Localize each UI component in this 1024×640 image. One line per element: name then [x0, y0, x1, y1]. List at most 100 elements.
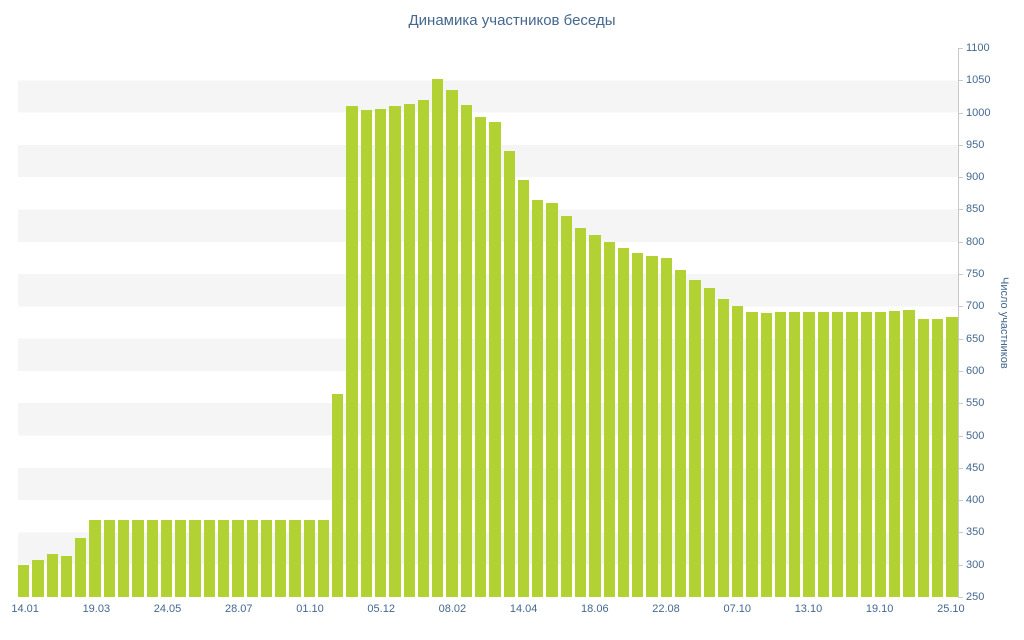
- bar: [189, 519, 201, 597]
- bar: [117, 519, 130, 597]
- x-axis-label: 14.04: [509, 603, 538, 615]
- plot-area: [18, 48, 958, 597]
- x-axis-label: 19.03: [82, 603, 111, 615]
- x-axis-label: 13.10: [794, 603, 823, 615]
- bar: [89, 519, 101, 597]
- bar: [332, 393, 344, 597]
- bar: [132, 519, 144, 597]
- bar: [432, 79, 444, 597]
- bar: [660, 257, 672, 597]
- y-axis-tick: [958, 209, 963, 211]
- bar: [260, 519, 273, 597]
- y-axis-tick: [958, 370, 963, 372]
- y-axis-label: 350: [966, 526, 985, 539]
- bar: [203, 519, 215, 597]
- y-axis-tick: [958, 241, 963, 243]
- y-axis-tick: [958, 532, 963, 534]
- bar: [746, 311, 758, 597]
- bar: [289, 519, 301, 597]
- x-axis-label: 22.08: [652, 603, 680, 615]
- bar: [589, 235, 601, 597]
- y-axis-tick: [958, 338, 963, 340]
- x-axis-label: 28.07: [224, 603, 253, 615]
- y-axis-label: 250: [966, 591, 985, 603]
- bar: [560, 215, 572, 597]
- x-axis-label: 19.10: [865, 603, 894, 615]
- bar: [103, 519, 115, 597]
- bar: [532, 199, 544, 597]
- x-axis-label: 25.10: [937, 603, 965, 615]
- y-axis-label: 600: [966, 364, 985, 377]
- y-axis-label: 1000: [966, 106, 991, 119]
- bar: [60, 556, 73, 597]
- bar: [860, 311, 872, 597]
- y-axis-tick: [958, 274, 963, 276]
- bar: [375, 108, 387, 597]
- bar: [917, 318, 929, 597]
- bar: [803, 311, 815, 597]
- bar: [617, 248, 630, 597]
- y-axis-label: 800: [966, 235, 985, 248]
- x-axis-label: 01.10: [296, 603, 324, 615]
- y-axis-label: 500: [966, 429, 985, 442]
- y-axis-tick: [958, 467, 963, 469]
- bar: [774, 312, 787, 597]
- y-axis-tick: [958, 80, 963, 82]
- bar: [717, 298, 730, 597]
- bar: [946, 316, 958, 597]
- bar: [832, 311, 844, 597]
- y-axis-title: Число участников: [998, 276, 1010, 369]
- x-axis-label: 18.06: [581, 603, 609, 615]
- bar: [517, 180, 530, 597]
- bar: [389, 106, 401, 597]
- y-axis-label: 1050: [966, 74, 991, 87]
- bar: [817, 311, 830, 597]
- bar: [160, 519, 173, 597]
- y-axis-label: 550: [966, 397, 985, 410]
- bar: [317, 519, 330, 597]
- x-axis-label: 14.01: [11, 603, 39, 615]
- bar: [232, 519, 244, 597]
- y-axis-label: 1100: [966, 42, 990, 54]
- bar: [789, 312, 801, 597]
- bar: [546, 203, 558, 597]
- y-axis-tick: [958, 597, 963, 598]
- bar: [217, 519, 230, 597]
- y-axis-label: 700: [966, 300, 985, 313]
- y-axis-label: 300: [966, 558, 985, 571]
- y-axis-tick: [958, 144, 963, 146]
- y-axis-tick: [958, 435, 963, 437]
- y-axis-tick: [958, 48, 963, 49]
- bar: [346, 106, 358, 597]
- bar: [303, 519, 315, 597]
- y-axis-label: 650: [966, 332, 985, 345]
- y-axis-tick: [958, 306, 963, 308]
- bar: [360, 110, 373, 597]
- bar: [632, 253, 644, 597]
- bar: [846, 311, 858, 597]
- bar: [475, 117, 487, 597]
- bar: [75, 538, 87, 597]
- bars-group: [18, 48, 958, 597]
- x-axis-label: 05.12: [367, 603, 395, 615]
- bar: [460, 104, 472, 597]
- y-axis-tick: [958, 403, 963, 405]
- y-axis-label: 900: [966, 171, 985, 184]
- y-axis-tick: [958, 177, 963, 179]
- bar: [574, 227, 587, 597]
- bar: [146, 519, 158, 597]
- bar: [646, 255, 658, 597]
- bar: [932, 318, 944, 597]
- bar: [603, 241, 615, 597]
- chart-title: Динамика участников беседы: [408, 12, 616, 29]
- x-axis-label: 08.02: [438, 603, 467, 615]
- bar: [489, 122, 501, 597]
- bar: [246, 519, 258, 597]
- y-axis-label: 750: [966, 268, 985, 281]
- bar: [46, 554, 58, 597]
- x-axis-label: 24.05: [153, 603, 182, 615]
- y-axis-label: 850: [966, 203, 985, 216]
- y-axis-line: [958, 48, 959, 598]
- y-axis-label: 950: [966, 138, 985, 151]
